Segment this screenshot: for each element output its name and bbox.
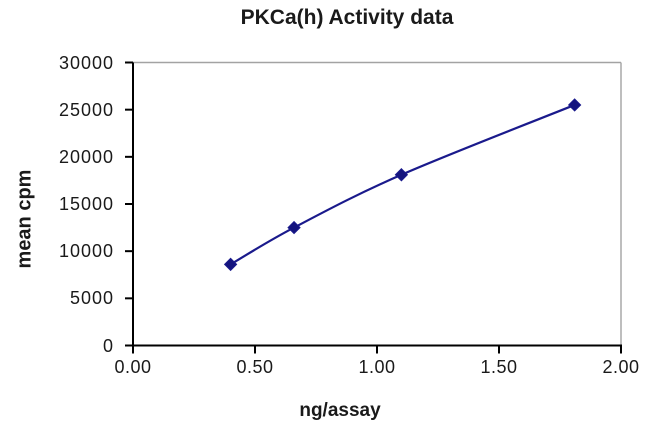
x-tick-label: 0.50 [236,357,274,377]
x-tick-label: 1.50 [480,357,518,377]
y-tick-label: 10000 [58,241,114,262]
data-point-marker [567,98,582,112]
y-tick-label: 30000 [58,52,114,73]
data-point-marker [287,220,301,235]
y-tick-label: 0 [102,335,114,356]
x-tick-label: 1.00 [358,357,396,377]
data-point-marker [394,168,409,182]
series-line [230,103,576,266]
y-tick-label: 5000 [69,288,114,309]
x-axis-title: ng/assay [299,400,381,421]
x-tick-label: 0.00 [114,357,152,377]
chart-title: PKCa(h) Activity data [240,6,454,29]
y-tick-label: 15000 [58,194,114,214]
y-tick-label: 25000 [58,99,114,120]
data-point-marker [223,257,238,272]
x-tick-label: 2.00 [602,357,640,377]
y-tick-label: 20000 [58,146,114,167]
